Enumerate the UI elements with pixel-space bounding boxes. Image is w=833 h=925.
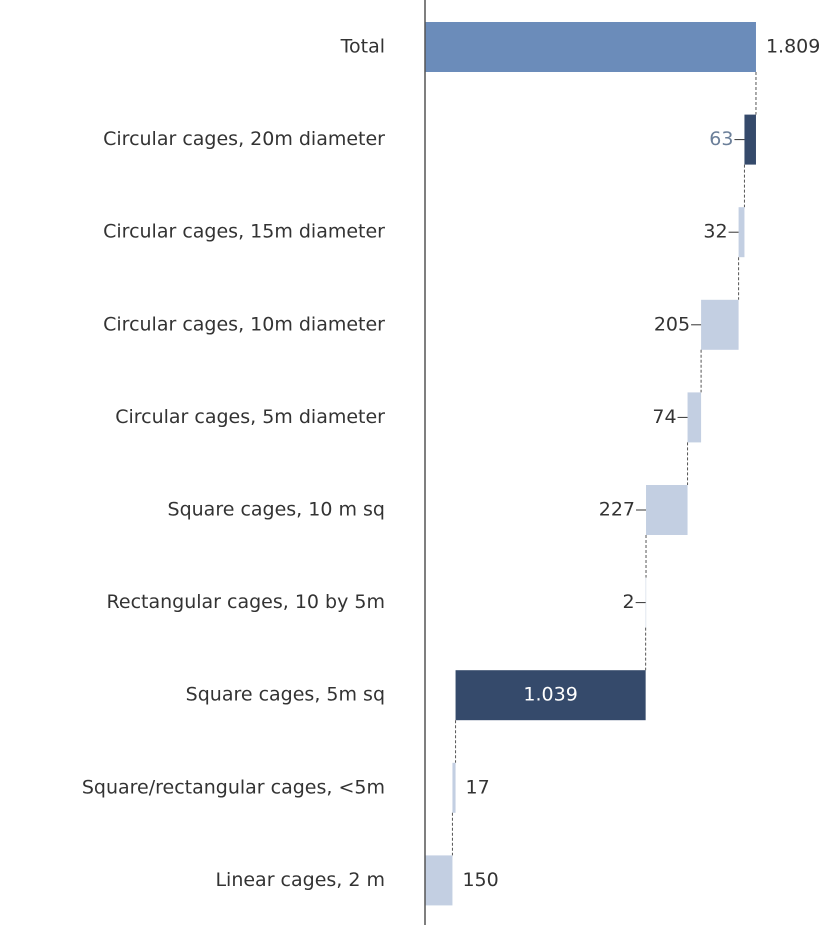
value-label: 17 (466, 776, 490, 798)
value-label: 150 (462, 869, 498, 891)
bar (425, 855, 453, 906)
category-label: Linear cages, 2 m (215, 869, 385, 891)
value-label: 63 (709, 128, 733, 150)
bar (455, 670, 646, 721)
value-label: 74 (652, 406, 676, 428)
category-label: Square cages, 10 m sq (168, 499, 385, 521)
value-label: 1.809 (766, 36, 820, 58)
value-label: 227 (599, 499, 635, 521)
value-label: 32 (703, 221, 727, 243)
category-label: Circular cages, 10m diameter (103, 313, 385, 335)
bar (452, 762, 456, 813)
category-label: Total (340, 36, 385, 58)
value-label: 1.039 (523, 684, 577, 706)
bar (645, 577, 647, 628)
bar (425, 22, 756, 72)
value-label: 2 (623, 591, 635, 613)
bar (687, 392, 702, 443)
bar (701, 299, 739, 350)
bar (738, 207, 745, 258)
bar (744, 114, 756, 165)
bar (646, 485, 688, 535)
category-label: Circular cages, 5m diameter (115, 406, 385, 428)
category-label: Square cages, 5m sq (186, 684, 385, 706)
category-label: Square/rectangular cages, <5m (82, 776, 385, 798)
category-label: Rectangular cages, 10 by 5m (107, 591, 385, 613)
category-label: Circular cages, 20m diameter (103, 128, 385, 150)
category-label: Circular cages, 15m diameter (103, 221, 385, 243)
value-label: 205 (654, 313, 690, 335)
